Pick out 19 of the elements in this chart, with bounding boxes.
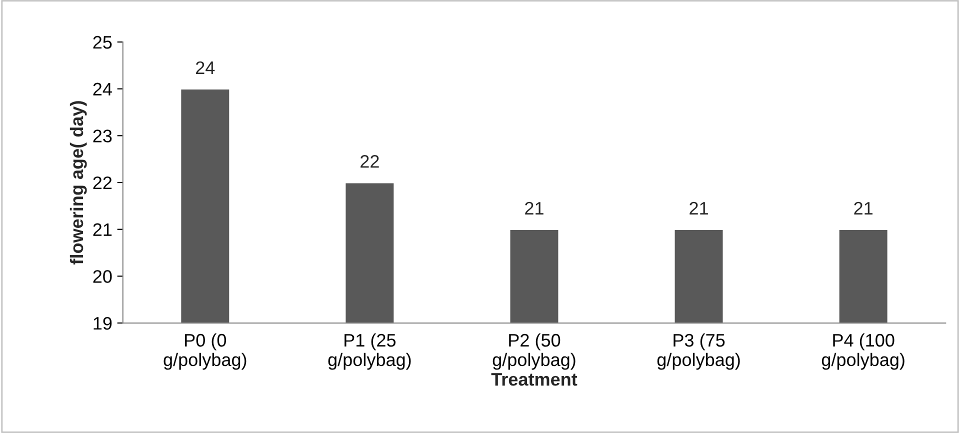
data-label: 24 (196, 61, 215, 74)
x-tick-label: P0 (0 g/polybag) (164, 333, 246, 370)
y-tick-label: 20 (93, 270, 112, 283)
data-label: 21 (525, 202, 544, 214)
y-tick-label: 19 (94, 316, 112, 330)
y-tick-label: 21 (93, 223, 112, 236)
data-label: 21 (690, 202, 708, 214)
y-tick-label: 25 (93, 36, 112, 49)
x-tick-label: P2 (50 g/polybag) (492, 333, 576, 370)
x-tick-label: P1 (25 g/polybag) (328, 333, 411, 370)
data-label: 22 (360, 155, 379, 168)
y-tick-label: 24 (93, 82, 112, 96)
y-tick-label: 22 (93, 176, 112, 190)
x-axis-title: Treatment (491, 373, 578, 386)
x-tick-label: P3 (75 g/polybag) (657, 333, 740, 370)
data-label: 21 (854, 202, 872, 214)
x-tick-label: P4 (100 g/polybag) (822, 333, 904, 370)
y-axis-title: flowering age( day) (70, 101, 87, 264)
y-tick-label: 23 (93, 130, 112, 142)
